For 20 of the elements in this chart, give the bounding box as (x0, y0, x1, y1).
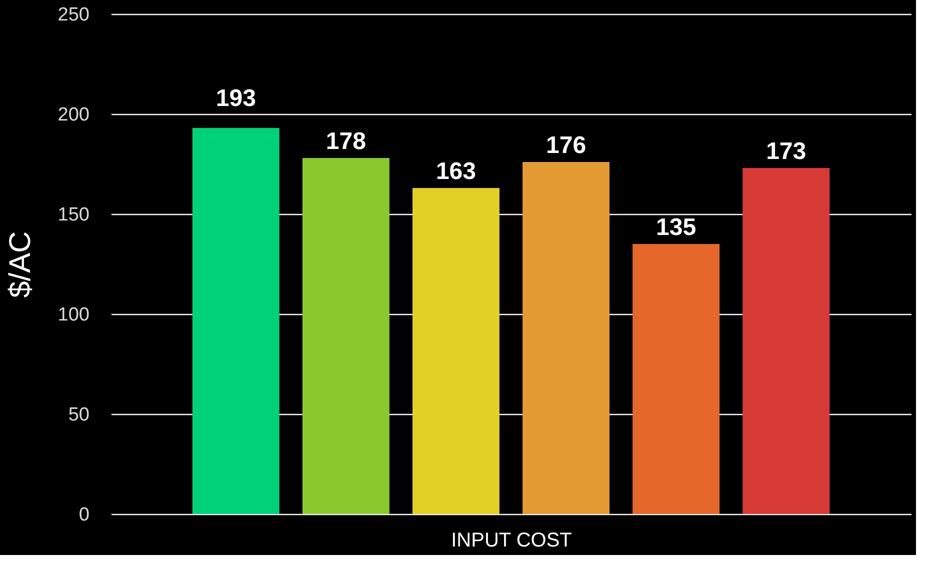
x-axis-title: INPUT COST (451, 530, 572, 552)
y-tick-label: 100 (58, 304, 90, 326)
data-label: 163 (436, 158, 476, 185)
y-tick-label: 50 (68, 404, 90, 426)
y-tick-label: 150 (58, 204, 90, 226)
data-label: 173 (766, 138, 806, 165)
bar (192, 128, 280, 514)
data-label: 193 (216, 85, 256, 112)
data-label: 176 (546, 132, 586, 159)
bar (412, 188, 500, 514)
data-label: 178 (326, 128, 366, 155)
bar (302, 158, 390, 514)
bar (632, 244, 720, 514)
y-tick-label: 250 (58, 4, 90, 26)
data-label: 135 (656, 214, 696, 241)
y-axis-title: $/AC (4, 231, 37, 298)
y-tick-label: 200 (58, 104, 90, 126)
bar (742, 168, 830, 514)
bar (522, 162, 610, 514)
y-tick-label: 0 (78, 504, 90, 526)
